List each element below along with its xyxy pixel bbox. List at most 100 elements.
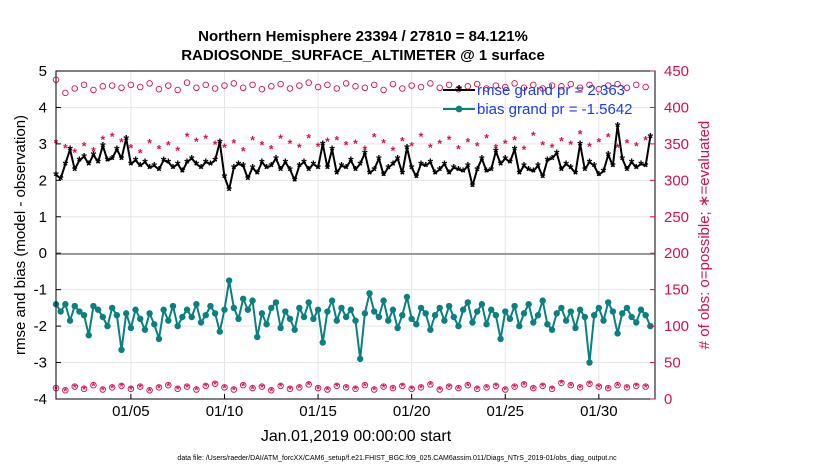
bias-point [380, 297, 387, 304]
evaluated-obs-marker: * [578, 384, 582, 395]
possible-obs-marker [249, 81, 256, 89]
evaluated-obs-marker: * [363, 381, 367, 392]
bias-point [413, 321, 420, 328]
bias-point [291, 326, 298, 333]
evaluated-obs-marker: * [176, 385, 180, 396]
possible-obs-marker [445, 383, 453, 390]
bias-point [254, 333, 261, 341]
possible-obs-marker [165, 381, 172, 389]
evaluated-obs-marker: * [559, 134, 564, 148]
rmse-point: * [526, 162, 532, 178]
possible-obs-marker [520, 84, 528, 92]
rmse-point: * [357, 157, 363, 173]
possible-obs-marker [183, 79, 191, 86]
evaluated-obs-marker: * [606, 131, 611, 145]
evaluated-obs-marker: * [475, 139, 480, 153]
evaluated-obs-marker: * [251, 384, 255, 395]
possible-obs-marker [436, 84, 443, 92]
possible-obs-marker [633, 382, 640, 390]
bias-point [614, 330, 621, 337]
evaluated-obs-marker: * [447, 133, 452, 147]
evaluated-obs-marker: * [129, 385, 133, 396]
rmse-point: * [175, 157, 181, 173]
rmse-point: * [418, 157, 424, 173]
evaluated-obs-marker: * [465, 136, 470, 150]
rmse-point: * [549, 151, 555, 167]
legend: * rmse grand pr = 2.363 bias grand pr = … [443, 82, 633, 118]
evaluated-obs-marker: * [587, 140, 592, 154]
bias-point [263, 321, 270, 328]
bias-point [286, 315, 294, 323]
possible-obs-marker [399, 85, 406, 92]
evaluated-obs-marker: * [372, 386, 376, 397]
bias-point [244, 306, 252, 313]
evaluated-obs-marker: * [457, 384, 461, 395]
rmse-point: * [208, 157, 214, 173]
evaluated-obs-marker: * [559, 379, 563, 390]
rmse-point: * [596, 168, 602, 184]
evaluated-obs-marker: * [456, 142, 461, 156]
possible-obs-marker [483, 384, 490, 391]
possible-obs-marker [408, 82, 415, 89]
evaluated-obs-marker: * [513, 383, 517, 394]
rmse-point: * [339, 159, 345, 175]
evaluated-obs-marker: * [316, 140, 321, 154]
rmse-point: * [353, 162, 359, 178]
possible-obs-marker [539, 382, 546, 390]
possible-obs-marker [380, 86, 387, 94]
evaluated-obs-marker: * [306, 131, 311, 145]
evaluated-obs-marker: * [129, 142, 134, 156]
rmse-point: * [231, 160, 237, 176]
evaluated-obs-marker: * [382, 383, 386, 394]
possible-obs-marker [436, 386, 443, 393]
bias-point [324, 308, 331, 315]
possible-obs-marker [165, 82, 172, 89]
possible-obs-marker [71, 383, 78, 390]
bias-point [576, 306, 584, 313]
rmse-point: * [184, 155, 190, 171]
bias-point [71, 302, 78, 310]
bias-point [62, 301, 69, 308]
rmse-point: * [465, 159, 471, 175]
rmse-point: * [428, 155, 434, 171]
possible-obs-marker [492, 382, 500, 390]
y-tick-label-left: 2 [39, 172, 47, 189]
rmse-point: * [605, 148, 611, 164]
possible-obs-marker [80, 385, 88, 393]
rmse-point: * [278, 162, 284, 178]
possible-obs-marker [445, 81, 453, 89]
possible-obs-marker [595, 85, 603, 93]
rmse-point: * [559, 162, 565, 178]
possible-obs-marker [324, 386, 331, 393]
possible-obs-marker [286, 85, 294, 92]
possible-obs-marker [352, 385, 359, 393]
evaluated-obs-marker: * [325, 386, 329, 397]
bias-point [473, 308, 481, 315]
possible-obs-marker [211, 85, 219, 92]
bias-point [202, 311, 209, 319]
possible-obs-marker [324, 81, 331, 89]
y-tick-label-right: 200 [664, 245, 689, 262]
evaluated-obs-marker: * [606, 384, 610, 395]
bias-point [85, 332, 92, 339]
evaluated-obs-marker: * [307, 381, 311, 392]
rmse-point: * [306, 162, 312, 178]
possible-obs-marker [427, 80, 434, 87]
evaluated-obs-marker: * [615, 141, 620, 155]
possible-obs-marker [511, 80, 518, 87]
evaluated-obs-marker: * [194, 386, 198, 397]
bias-point [478, 301, 486, 308]
rmse-point: * [222, 170, 228, 186]
evaluated-obs-marker: * [194, 135, 199, 149]
rmse-point: * [156, 162, 162, 178]
possible-obs-marker [604, 384, 612, 392]
rmse-point: * [479, 151, 485, 167]
possible-obs-marker [361, 381, 369, 389]
bias-point [169, 302, 177, 310]
bias-point [216, 328, 223, 335]
possible-obs-marker [604, 82, 612, 89]
possible-obs-marker [211, 380, 219, 387]
rmse-point: * [189, 151, 195, 167]
rmse-point: * [474, 162, 480, 178]
legend-rmse-label: rmse grand pr = 2.363 [477, 82, 625, 99]
